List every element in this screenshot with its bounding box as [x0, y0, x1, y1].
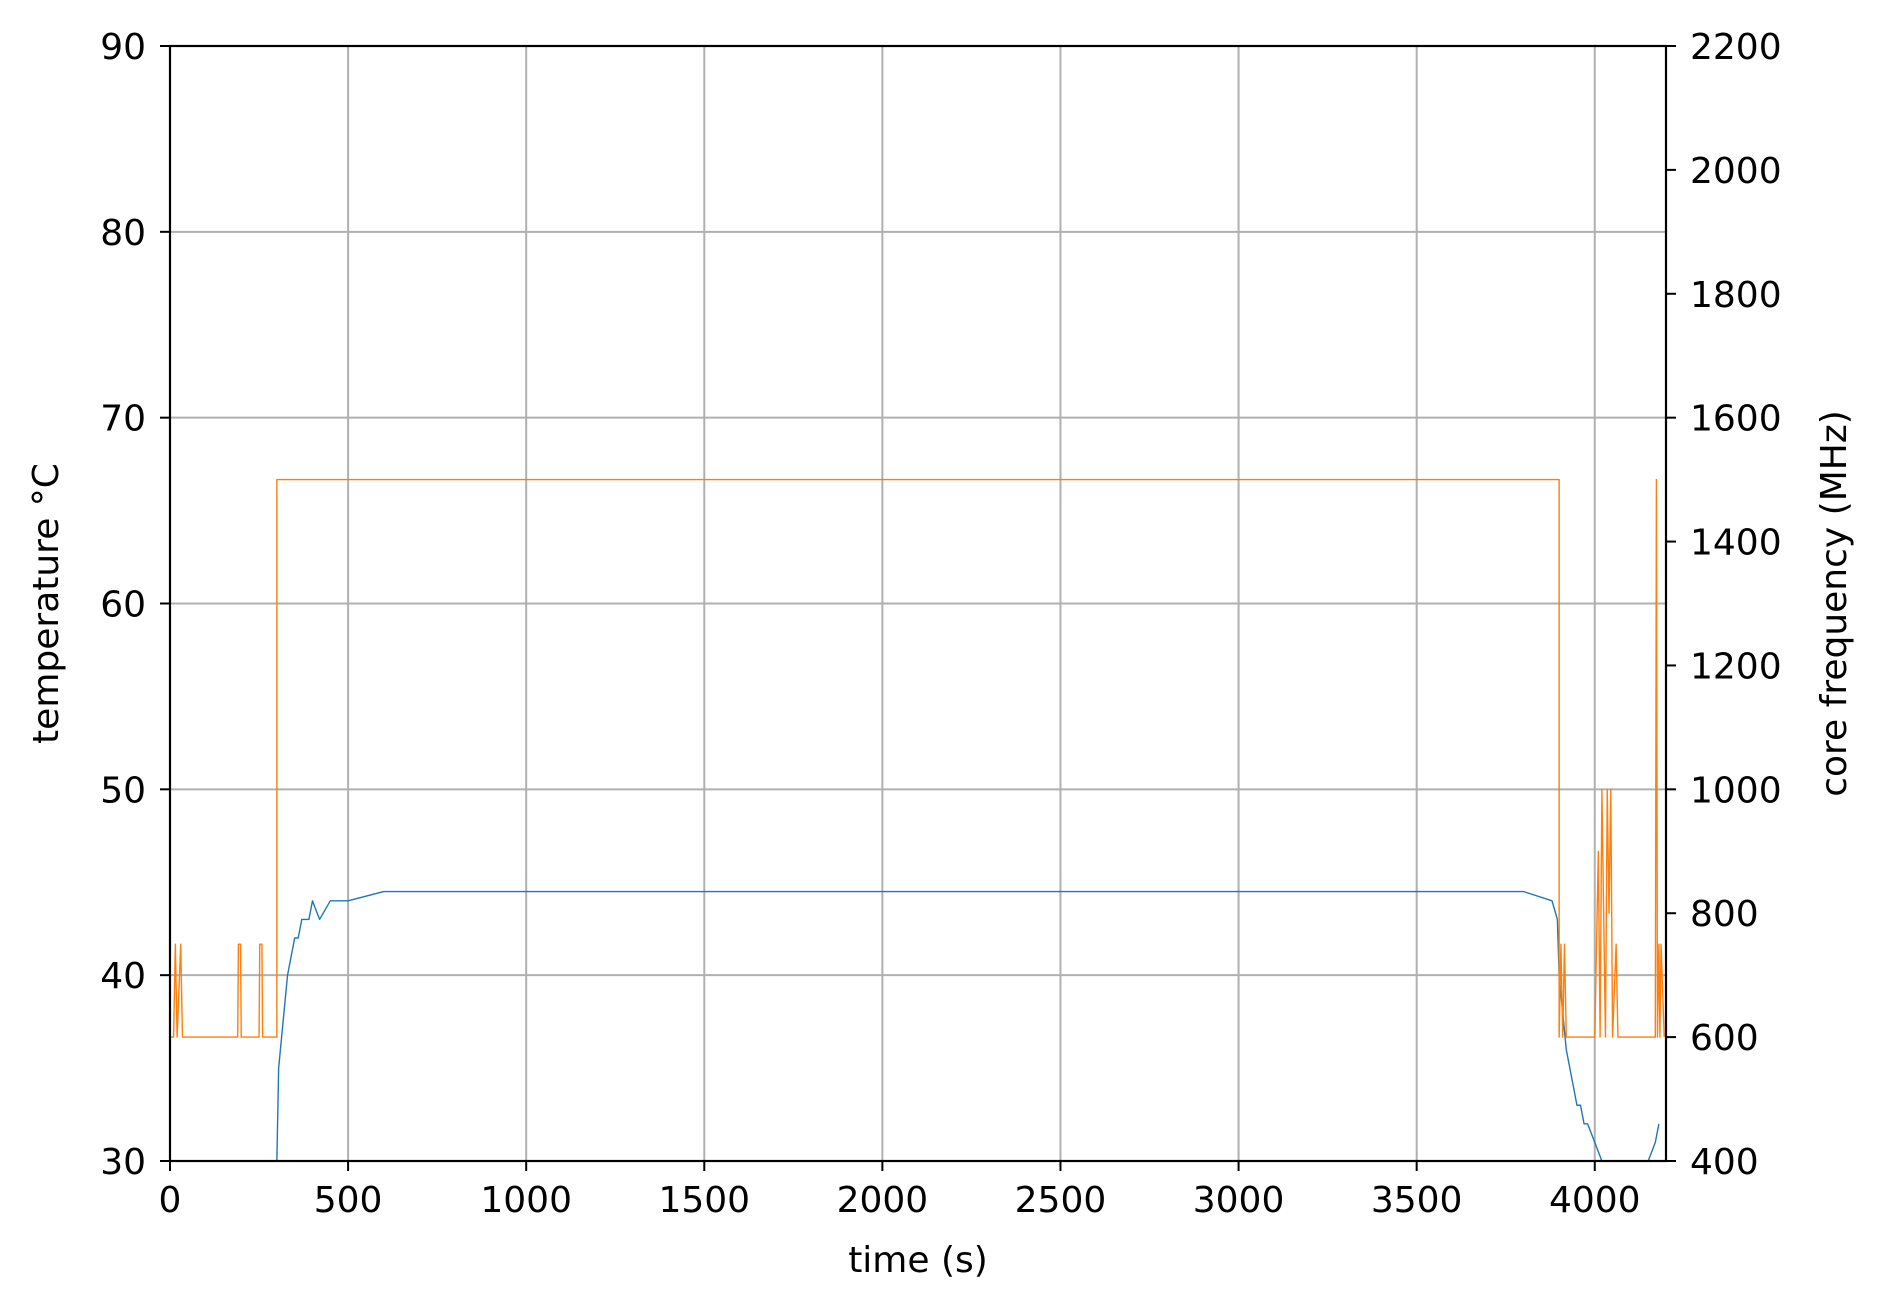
- x-axis-label: time (s): [848, 1240, 988, 1281]
- y-tick-label-right: 400: [1690, 1142, 1759, 1183]
- y-tick-label-left: 30: [100, 1142, 146, 1183]
- y-tick-label-right: 1800: [1690, 275, 1782, 316]
- tick-marks: [160, 45, 1676, 1171]
- y-tick-label-right: 2200: [1690, 27, 1782, 68]
- x-tick-label: 500: [314, 1180, 383, 1221]
- y-tick-label-left: 80: [100, 213, 146, 254]
- y-tick-label-right: 1000: [1690, 770, 1782, 811]
- y-tick-label-right: 600: [1690, 1018, 1759, 1059]
- x-tick-label: 1000: [480, 1180, 572, 1221]
- y-tick-label-right: 1200: [1690, 646, 1782, 687]
- gridlines: [169, 45, 1666, 1162]
- y-tick-label-right: 2000: [1690, 151, 1782, 192]
- y-axis-label-right: core frequency (MHz): [1814, 410, 1855, 797]
- y-tick-label-right: 1400: [1690, 523, 1782, 564]
- y-axis-label-left: temperature °C: [26, 463, 67, 744]
- x-tick-label: 3000: [1193, 1180, 1285, 1221]
- y-tick-label-left: 70: [100, 399, 146, 440]
- y-tick-label-left: 90: [100, 27, 146, 68]
- tick-labels: 0 500 1000 1500 2000 2500 3000 3500 4000 30 40 50 60…: [100, 27, 1781, 1221]
- x-tick-label: 2000: [837, 1180, 929, 1221]
- series-layer: [170, 478, 1665, 1161]
- y-tick-label-left: 60: [100, 585, 146, 626]
- x-tick-label: 2500: [1015, 1180, 1107, 1221]
- y-tick-label-left: 50: [100, 770, 146, 811]
- y-tick-label-right: 1600: [1690, 399, 1782, 440]
- y-tick-label-right: 800: [1690, 894, 1759, 935]
- x-tick-label: 0: [159, 1180, 182, 1221]
- x-tick-label: 3500: [1371, 1180, 1463, 1221]
- x-tick-label: 1500: [658, 1180, 750, 1221]
- series-line-left-axis: [276, 890, 1660, 1161]
- series-line-right-axis: [170, 478, 1665, 1038]
- y-tick-label-left: 40: [100, 956, 146, 997]
- x-tick-label: 4000: [1549, 1180, 1641, 1221]
